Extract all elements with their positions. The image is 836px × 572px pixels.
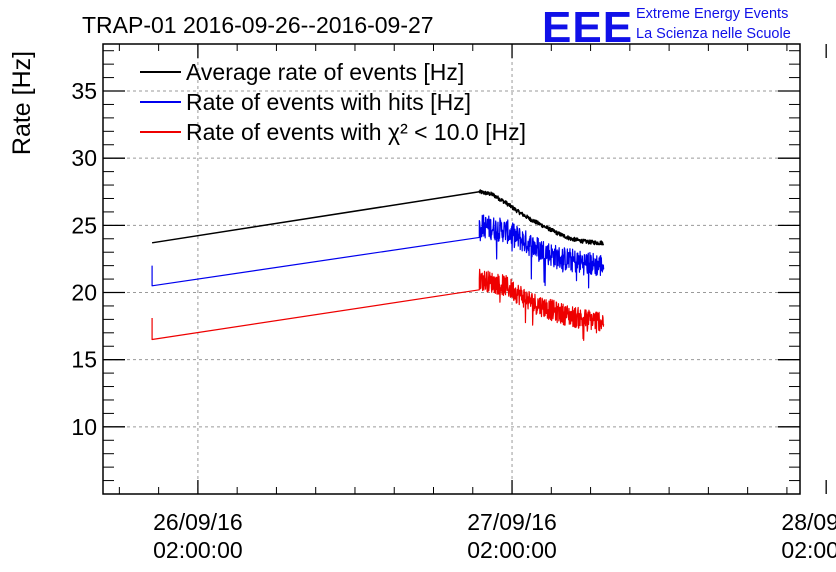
brand-line-2: La Scienza nelle Scuole <box>636 26 791 42</box>
legend-entry-chi2: Rate of events with χ² < 10.0 [Hz] <box>140 119 526 145</box>
y-tick-label: 30 <box>71 145 97 171</box>
x-tick-time: 02:00:00 <box>467 537 557 563</box>
grid-lines <box>103 44 800 494</box>
plot-frame <box>102 43 801 495</box>
y-tick-label: 20 <box>71 280 97 306</box>
legend-label-hits: Rate of events with hits [Hz] <box>186 89 471 115</box>
x-tick-date: 28/09/16 <box>781 509 836 535</box>
y-tick-label: 15 <box>71 347 97 373</box>
y-tick-labels: 10 15 20 25 30 35 <box>71 78 97 440</box>
y-tick-label: 25 <box>71 212 97 238</box>
legend-entry-average: Average rate of events [Hz] <box>140 59 464 85</box>
x-tick-labels: 26/09/1602:00:0027/09/1602:00:0028/09/16… <box>153 509 836 563</box>
y-tick-label: 10 <box>71 414 97 440</box>
legend-label-average: Average rate of events [Hz] <box>186 59 464 85</box>
series-group <box>151 189 605 342</box>
legend-entry-hits: Rate of events with hits [Hz] <box>140 89 471 115</box>
series-hits <box>151 214 605 289</box>
chart-title: TRAP-01 2016-09-26--2016-09-27 <box>82 12 434 38</box>
y-axis-label: Rate [Hz] <box>8 51 36 155</box>
x-tick-time: 02:00:00 <box>153 537 243 563</box>
y-tick-label: 35 <box>71 78 97 104</box>
x-tick-date: 27/09/16 <box>467 509 557 535</box>
axis-ticks <box>103 44 827 494</box>
brand-line-1: Extreme Energy Events <box>636 6 788 22</box>
series-average <box>151 189 605 246</box>
legend-label-chi2: Rate of events with χ² < 10.0 [Hz] <box>186 119 526 145</box>
series-chi2 <box>151 268 605 342</box>
x-tick-time: 02:00:00 <box>781 537 836 563</box>
x-tick-date: 26/09/16 <box>153 509 243 535</box>
legend: Average rate of events [Hz] Rate of even… <box>140 59 526 145</box>
